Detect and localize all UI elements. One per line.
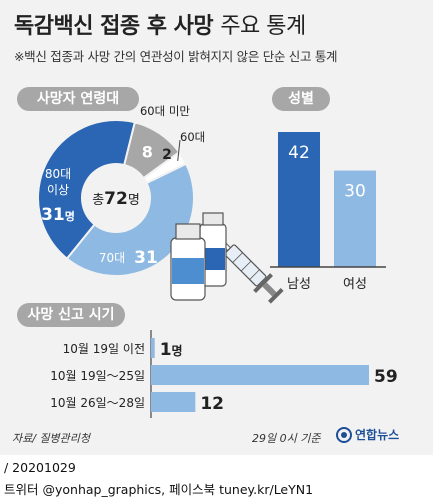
credit-date: / 20201029 bbox=[4, 460, 76, 475]
page-title: 독감백신 접종 후 사망 주요 통계 bbox=[14, 8, 306, 40]
gender-bar-value-0: 42 bbox=[288, 143, 310, 163]
timing-bar-chart: 10월 19일 이전 1명 10월 19일～25일 59 10월 26일～28일 12 bbox=[50, 330, 398, 418]
timing-bar-1 bbox=[151, 365, 369, 385]
timing-bar-value-0: 1명 bbox=[160, 340, 183, 360]
vaccine-vials-icon bbox=[170, 212, 284, 304]
age-section-label: 사망자 연령대 bbox=[17, 87, 139, 111]
credit-social: 트위터 @yonhap_graphics, 페이스북 tuney.kr/LeYN… bbox=[4, 482, 314, 497]
slice-value-70s: 31 bbox=[134, 248, 158, 268]
donut-center-label: 총72명 bbox=[92, 189, 140, 209]
donut-slice-0 bbox=[37, 119, 137, 261]
gender-section-label: 성별 bbox=[272, 87, 330, 111]
timing-bar-value-1: 59 bbox=[374, 367, 398, 387]
slice-label-under60: 60대 미만 bbox=[140, 104, 190, 118]
gender-bar-1 bbox=[334, 170, 376, 267]
slice-label-80plus-line1: 80대 bbox=[45, 167, 71, 181]
source-text: 자료/ 질병관리청 bbox=[12, 432, 91, 445]
timing-bar-2 bbox=[151, 392, 196, 412]
logo-text: 연합뉴스 bbox=[355, 428, 400, 442]
page-subtitle: ※백신 접종과 사망 간의 연관성이 밝혀지지 않은 단순 신고 통계 bbox=[14, 49, 338, 64]
slice-value-under60: 8 bbox=[142, 143, 153, 162]
slice-label-80plus-line2: 이상 bbox=[47, 183, 69, 197]
slice-label-60s: 60대 bbox=[180, 130, 205, 144]
slice-value-60s: 2 bbox=[162, 147, 172, 163]
gender-bar-value-1: 30 bbox=[344, 182, 366, 202]
slice-label-70s: 70대 bbox=[99, 251, 125, 265]
timing-category-label-0: 10월 19일 이전 bbox=[63, 342, 145, 356]
gender-bar-chart: 42 남성 30 여성 bbox=[270, 132, 386, 292]
yonhap-logo-icon bbox=[336, 426, 352, 443]
timing-category-label-2: 10월 26일～28일 bbox=[50, 396, 145, 410]
infographic-card: 독감백신 접종 후 사망 주요 통계 ※백신 접종과 사망 간의 연관성이 밝혀… bbox=[0, 0, 433, 455]
gender-category-label-1: 여성 bbox=[343, 277, 367, 292]
timing-bar-value-2: 12 bbox=[200, 394, 224, 414]
timing-category-label-1: 10월 19일～25일 bbox=[50, 369, 145, 383]
timing-bar-0 bbox=[151, 338, 155, 358]
gender-category-label-0: 남성 bbox=[287, 277, 311, 292]
title-bold: 독감백신 접종 후 사망 bbox=[14, 14, 214, 39]
slice-value-80plus: 31명 bbox=[41, 205, 75, 225]
donut-slice-3 bbox=[65, 162, 195, 277]
title-light: 주요 통계 bbox=[220, 14, 306, 39]
gender-bar-0 bbox=[278, 132, 320, 267]
yonhap-logo: 연합뉴스 bbox=[336, 426, 399, 443]
time-section-label: 사망 신고 시기 bbox=[17, 303, 125, 327]
slice-leader-60s bbox=[177, 139, 181, 161]
basis-note: 29일 0시 기준 bbox=[252, 432, 321, 445]
